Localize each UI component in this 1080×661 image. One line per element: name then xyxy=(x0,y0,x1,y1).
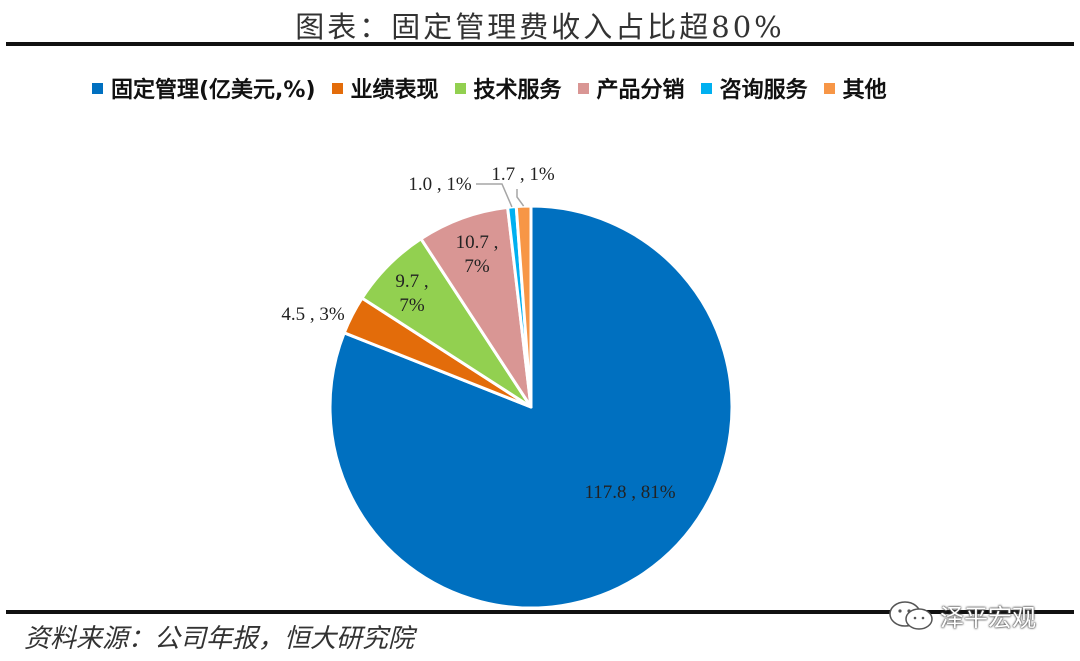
bottom-rule xyxy=(6,610,1074,614)
legend-item: 业绩表现 xyxy=(331,72,439,104)
chart-legend: 固定管理(亿美元,%) 业绩表现 技术服务 产品分销 咨询服务 其他 xyxy=(92,72,903,104)
pie-slice xyxy=(514,204,533,409)
wechat-icon xyxy=(889,600,933,630)
legend-label: 咨询服务 xyxy=(719,78,808,103)
data-label: 1.7 , 1% xyxy=(491,164,555,185)
leader-line xyxy=(516,189,525,207)
legend-item: 其他 xyxy=(823,72,887,104)
legend-swatch xyxy=(700,82,712,94)
data-label: 1.0 , 1% xyxy=(408,174,472,195)
legend-swatch xyxy=(823,82,835,94)
watermark-text: 泽平宏观 xyxy=(940,604,1036,632)
legend-label: 固定管理(亿美元,%) xyxy=(111,78,316,103)
data-label: 4.5 , 3% xyxy=(281,304,345,325)
legend-item: 技术服务 xyxy=(454,72,562,104)
watermark: 泽平宏观 xyxy=(888,598,1036,633)
leader-line xyxy=(476,183,513,208)
legend-swatch xyxy=(92,82,103,94)
legend-item: 固定管理(亿美元,%) xyxy=(92,72,316,104)
data-label: 9.7 , 7% xyxy=(395,271,428,316)
legend-swatch xyxy=(577,82,589,94)
legend-label: 技术服务 xyxy=(473,78,562,103)
source-note: 资料来源：公司年报，恒大研究院 xyxy=(24,624,415,654)
data-label: 117.8 , 81% xyxy=(584,482,675,503)
legend-label: 其他 xyxy=(842,78,887,103)
data-label: 10.7 , 7% xyxy=(456,232,499,277)
legend-swatch xyxy=(454,82,466,94)
legend-item: 产品分销 xyxy=(577,72,685,104)
legend-swatch xyxy=(331,82,343,94)
legend-label: 业绩表现 xyxy=(350,78,439,103)
page-title: 图表：固定管理费收入占比超80% xyxy=(295,10,785,44)
top-rule xyxy=(6,42,1074,46)
legend-item: 咨询服务 xyxy=(700,72,808,104)
legend-label: 产品分销 xyxy=(596,78,685,103)
